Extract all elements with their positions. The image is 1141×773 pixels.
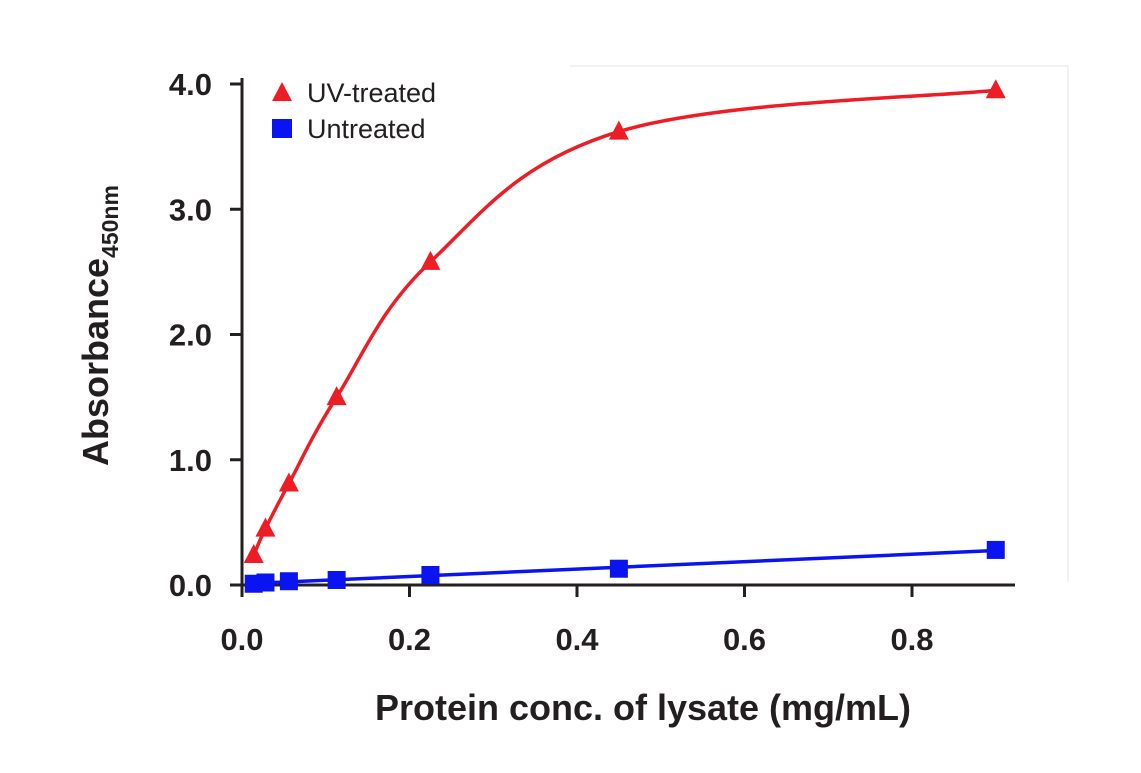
- y-tick-label: 1.0: [169, 443, 212, 478]
- untreated-point: [327, 570, 346, 589]
- x-tick-label: 0.0: [220, 622, 263, 657]
- y-tick-label: 4.0: [169, 67, 212, 102]
- y-axis-title-subscript: 450nm: [97, 185, 123, 258]
- data-markers: [243, 79, 1006, 593]
- untreated-point: [421, 565, 440, 584]
- legend-uv-treated-label: UV-treated: [307, 78, 436, 108]
- uv-treated-point: [278, 472, 299, 492]
- y-axis-title-main: Absorbance: [75, 258, 116, 466]
- fit-curves: [251, 88, 998, 586]
- y-tick-label: 2.0: [169, 318, 212, 353]
- legend-uv-treated-marker: [272, 82, 292, 101]
- y-axis-title: Absorbance450nm: [75, 185, 123, 466]
- x-tick-label: 0.2: [388, 622, 431, 657]
- y-ticks: 0.0 1.0 2.0 3.0 4.0: [169, 67, 242, 603]
- uv-treated-fit-curve: [251, 88, 998, 557]
- uv-treated-point: [326, 386, 347, 406]
- uv-treated-point: [985, 79, 1006, 99]
- x-tick-label: 0.8: [890, 622, 933, 657]
- axes: [240, 78, 1015, 588]
- untreated-point: [256, 573, 275, 592]
- uv-treated-point: [255, 517, 276, 537]
- legend: UV-treated Untreated: [272, 78, 436, 144]
- x-tick-label: 0.4: [555, 622, 599, 657]
- uv-treated-point: [420, 250, 441, 270]
- uv-treated-point: [608, 120, 629, 140]
- x-tick-label: 0.6: [723, 622, 766, 657]
- y-tick-label: 0.0: [169, 568, 212, 603]
- untreated-point: [609, 559, 628, 578]
- y-tick-label: 3.0: [169, 192, 212, 227]
- legend-untreated-label: Untreated: [307, 114, 426, 144]
- untreated-point: [279, 572, 298, 591]
- untreated-point: [986, 540, 1005, 559]
- x-ticks: 0.0 0.2 0.4 0.6 0.8: [220, 585, 934, 657]
- x-axis-title: Protein conc. of lysate (mg/mL): [375, 687, 911, 728]
- plot-frame: [570, 65, 1069, 582]
- legend-untreated-marker: [272, 119, 292, 138]
- uv-treated-point: [243, 543, 264, 563]
